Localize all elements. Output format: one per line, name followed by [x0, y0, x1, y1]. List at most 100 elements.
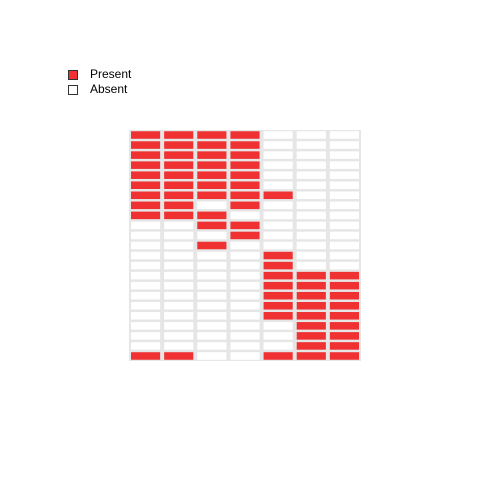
heatmap-cell-absent — [197, 291, 227, 300]
heatmap-cell-present — [197, 171, 227, 179]
heatmap-cell-present — [329, 352, 359, 360]
heatmap-cell-absent — [197, 301, 227, 310]
heatmap-cell-absent — [230, 342, 260, 350]
heatmap-cell-absent — [197, 312, 227, 320]
heatmap-cell-absent — [296, 231, 326, 240]
legend: Present Absent — [68, 67, 131, 97]
heatmap-cell-absent — [230, 322, 260, 330]
heatmap-cell-present — [263, 251, 293, 260]
heatmap-cell-present — [164, 141, 194, 149]
heatmap-cell-absent — [131, 231, 161, 240]
heatmap-cell-absent — [197, 251, 227, 260]
heatmap-cell-absent — [164, 231, 194, 240]
heatmap-cell-present — [197, 191, 227, 200]
heatmap-cell-present — [230, 231, 260, 240]
heatmap-cell-present — [164, 201, 194, 210]
heatmap-cell-absent — [164, 301, 194, 310]
heatmap-cell-absent — [329, 221, 359, 230]
heatmap-cell-present — [131, 141, 161, 149]
heatmap-cell-present — [164, 352, 194, 360]
heatmap-cell-absent — [263, 221, 293, 230]
heatmap-cell-absent — [131, 221, 161, 230]
heatmap-cell-absent — [263, 141, 293, 149]
legend-swatch-present — [68, 69, 78, 80]
legend-label-absent: Absent — [90, 82, 128, 96]
heatmap-cell-absent — [263, 241, 293, 250]
heatmap-cell-absent — [197, 281, 227, 290]
heatmap-cell-absent — [329, 241, 359, 250]
heatmap-cell-present — [296, 301, 326, 310]
heatmap-cell-present — [263, 312, 293, 320]
heatmap-cell-absent — [296, 141, 326, 149]
heatmap-cell-absent — [296, 221, 326, 230]
heatmap-cell-present — [263, 261, 293, 270]
heatmap-cell-absent — [329, 201, 359, 210]
heatmap-cell-present — [263, 271, 293, 280]
heatmap-cell-present — [230, 171, 260, 179]
heatmap-cell-present — [197, 131, 227, 139]
heatmap-cell-present — [296, 271, 326, 280]
heatmap-cell-absent — [230, 332, 260, 340]
heatmap-cell-absent — [329, 251, 359, 260]
heatmap-cell-absent — [230, 211, 260, 220]
heatmap-cell-present — [296, 322, 326, 330]
heatmap-cell-present — [230, 221, 260, 230]
heatmap-cell-absent — [131, 312, 161, 320]
heatmap-cell-absent — [296, 191, 326, 200]
heatmap-cell-present — [131, 171, 161, 179]
heatmap-cell-present — [131, 352, 161, 360]
heatmap-cell-present — [230, 191, 260, 200]
heatmap-cell-present — [296, 332, 326, 340]
heatmap-cell-absent — [131, 241, 161, 250]
heatmap-cell-absent — [164, 322, 194, 330]
heatmap-cell-absent — [329, 151, 359, 159]
heatmap-cell-present — [230, 151, 260, 159]
legend-swatch-absent — [68, 84, 78, 95]
heatmap-cell-present — [197, 211, 227, 220]
heatmap-cell-present — [263, 191, 293, 200]
heatmap-cell-present — [131, 151, 161, 159]
heatmap-cell-present — [197, 181, 227, 190]
heatmap-cell-absent — [329, 171, 359, 179]
heatmap-cell-absent — [131, 342, 161, 350]
heatmap-cell-absent — [329, 181, 359, 190]
heatmap-cell-present — [329, 301, 359, 310]
heatmap-cell-present — [329, 322, 359, 330]
heatmap-cell-present — [131, 131, 161, 139]
heatmap-cell-present — [197, 241, 227, 250]
heatmap-cell-absent — [263, 342, 293, 350]
heatmap-cell-absent — [263, 231, 293, 240]
heatmap-cell-absent — [296, 211, 326, 220]
heatmap-cell-present — [197, 141, 227, 149]
heatmap-cell-present — [329, 271, 359, 280]
heatmap-cell-absent — [230, 312, 260, 320]
heatmap-cell-absent — [329, 231, 359, 240]
heatmap-cell-present — [263, 352, 293, 360]
heatmap-cell-absent — [329, 131, 359, 139]
heatmap-cell-absent — [197, 271, 227, 280]
heatmap-cell-absent — [131, 332, 161, 340]
heatmap-cell-absent — [329, 161, 359, 169]
heatmap-cell-present — [197, 151, 227, 159]
heatmap-cell-present — [296, 291, 326, 300]
heatmap-cell-present — [329, 332, 359, 340]
heatmap-cell-present — [230, 201, 260, 210]
legend-label-present: Present — [90, 67, 132, 81]
heatmap-cell-absent — [197, 352, 227, 360]
heatmap-cell-absent — [197, 201, 227, 210]
heatmap-cell-present — [329, 291, 359, 300]
heatmap-cell-absent — [296, 161, 326, 169]
heatmap-cell-absent — [263, 211, 293, 220]
heatmap-cell-absent — [230, 352, 260, 360]
heatmap-cell-absent — [296, 131, 326, 139]
heatmap-cell-absent — [164, 312, 194, 320]
heatmap-cell-absent — [263, 161, 293, 169]
heatmap-cell-absent — [296, 181, 326, 190]
heatmap-cell-absent — [197, 261, 227, 270]
heatmap-cell-absent — [296, 201, 326, 210]
heatmap-cell-present — [296, 342, 326, 350]
heatmap-cell-absent — [164, 291, 194, 300]
heatmap-cell-present — [296, 281, 326, 290]
heatmap-cell-absent — [329, 261, 359, 270]
